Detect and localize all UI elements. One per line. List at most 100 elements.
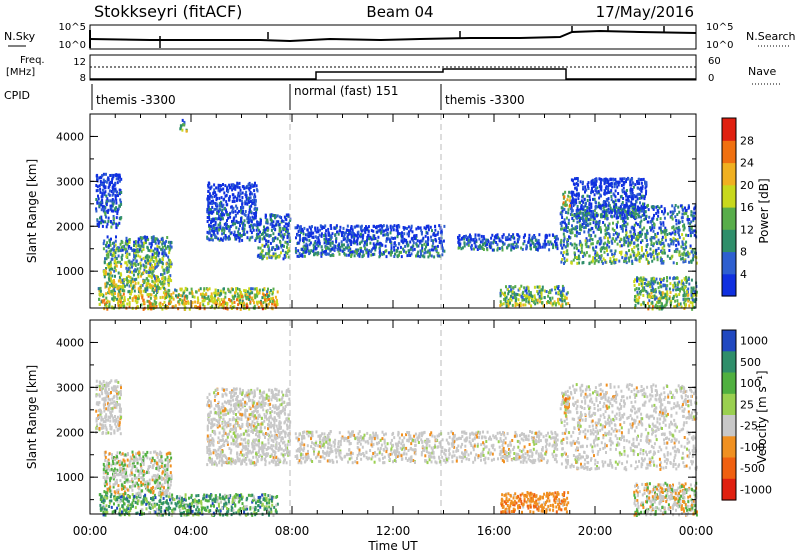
data-cell [592, 256, 594, 259]
data-cell [152, 253, 154, 256]
data-cell [224, 184, 226, 187]
data-cell [635, 216, 637, 219]
data-cell [421, 233, 423, 236]
data-cell [688, 261, 690, 264]
data-cell [126, 303, 128, 306]
data-cell [222, 288, 224, 291]
data-cell [533, 301, 535, 304]
data-cell [251, 297, 253, 300]
data-cell [611, 262, 613, 265]
data-cell [268, 303, 270, 306]
data-cell [295, 226, 297, 229]
data-cell [412, 244, 414, 247]
data-cell [628, 242, 630, 245]
data-cell [239, 240, 241, 243]
data-cell [615, 189, 617, 192]
data-cell [169, 262, 171, 265]
data-cell [524, 233, 526, 236]
data-cell [267, 288, 269, 291]
data-cell [501, 235, 503, 238]
data-cell [542, 246, 544, 249]
data-cell [639, 260, 641, 263]
data-cell [649, 252, 651, 255]
data-cell [512, 235, 514, 238]
data-cell [527, 241, 529, 244]
data-cell [690, 214, 692, 217]
data-cell [213, 191, 215, 194]
data-cell [381, 244, 383, 247]
data-cell [690, 245, 692, 248]
data-cell [598, 228, 600, 231]
data-cell [509, 302, 511, 305]
data-cell [98, 287, 100, 290]
data-cell [95, 198, 97, 201]
data-cell [242, 225, 244, 228]
data-cell [114, 284, 116, 287]
data-cell [207, 237, 209, 240]
data-cell [234, 231, 236, 234]
data-cell [473, 248, 475, 251]
data-cell [637, 248, 639, 251]
data-cell [314, 227, 316, 230]
data-cell [425, 245, 427, 248]
data-cell [560, 239, 562, 242]
data-cell [656, 218, 658, 221]
data-cell [666, 290, 668, 293]
data-cell [587, 245, 589, 248]
data-cell [240, 192, 242, 195]
data-cell [185, 295, 187, 298]
data-cell [614, 185, 616, 188]
data-cell [539, 295, 541, 298]
data-cell [375, 226, 377, 229]
data-cell [141, 273, 143, 276]
data-cell [183, 292, 185, 295]
data-cell [232, 208, 234, 211]
data-cell [555, 292, 557, 295]
data-cell [508, 244, 510, 247]
data-cell [167, 279, 169, 282]
data-cell [576, 188, 578, 191]
data-cell [561, 300, 563, 303]
data-cell [631, 178, 633, 181]
data-cell [409, 254, 411, 257]
data-cell [308, 232, 310, 235]
data-cell [379, 224, 381, 227]
data-cell [557, 298, 559, 301]
data-cell [608, 226, 610, 229]
data-cell [470, 246, 472, 249]
data-cell [121, 296, 123, 299]
data-cell [528, 296, 530, 299]
data-cell [597, 240, 599, 243]
data-cell [611, 182, 613, 185]
data-cell [611, 198, 613, 201]
data-cell [549, 297, 551, 300]
data-cell [427, 236, 429, 239]
data-cell [535, 243, 537, 246]
data-cell [347, 235, 349, 238]
data-cell [625, 228, 627, 231]
data-cell [593, 182, 595, 185]
data-cell [162, 273, 164, 276]
data-cell [645, 255, 647, 258]
data-cell [641, 249, 643, 252]
data-cell [114, 275, 116, 278]
data-cell [238, 295, 240, 298]
data-cell [270, 297, 272, 300]
data-cell [576, 231, 578, 234]
data-cell [463, 241, 465, 244]
data-cell [648, 299, 650, 302]
data-cell [297, 242, 299, 245]
data-cell [634, 229, 636, 232]
data-cell [261, 244, 263, 247]
data-cell [643, 218, 645, 221]
data-cell [227, 288, 229, 291]
data-cell [335, 237, 337, 240]
data-cell [324, 250, 326, 253]
data-cell [638, 182, 640, 185]
data-cell [106, 225, 108, 228]
data-cell [552, 233, 554, 236]
data-cell [387, 226, 389, 229]
data-cell [569, 204, 571, 207]
data-cell [604, 190, 606, 193]
